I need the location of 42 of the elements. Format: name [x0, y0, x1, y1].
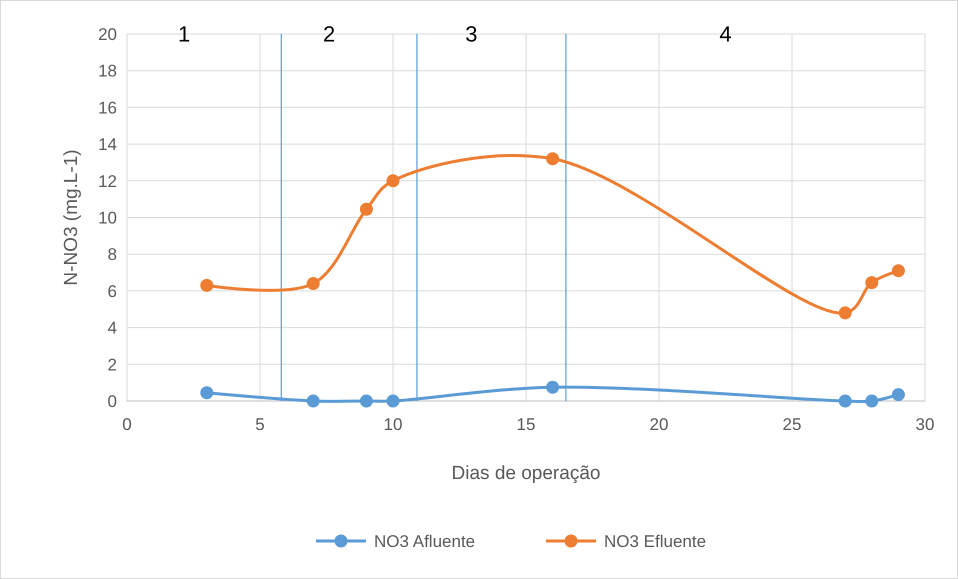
point — [892, 264, 905, 278]
y-tick-label: 20 — [98, 24, 117, 44]
y-tick-label: 14 — [98, 135, 117, 154]
x-tick-label: 25 — [782, 415, 802, 434]
legend-label: NO3 Efluente — [604, 532, 706, 551]
y-tick-label: 16 — [98, 98, 117, 118]
x-tick-label: 20 — [650, 415, 668, 434]
point — [546, 152, 560, 166]
point — [386, 394, 400, 408]
y-tick-label: 0 — [108, 392, 117, 411]
y-tick-label: 10 — [98, 208, 117, 228]
point — [306, 394, 320, 408]
y-tick-label: 4 — [108, 318, 117, 338]
point — [200, 386, 214, 400]
annotation: 4 — [719, 22, 732, 47]
x-tick-label: 5 — [255, 415, 265, 434]
annotation: 1 — [178, 22, 190, 47]
y-tick-label: 12 — [98, 172, 117, 191]
annotation: 2 — [322, 22, 336, 47]
point — [838, 306, 852, 320]
point — [386, 174, 400, 188]
point — [360, 394, 373, 408]
point — [360, 202, 373, 216]
y-tick-label: 6 — [108, 282, 117, 301]
point — [200, 278, 214, 292]
legend-label: NO3 Afluente — [374, 532, 476, 551]
y-tick-label: 2 — [108, 355, 117, 374]
y-axis-title: N-NO3 (mg.L-1) — [61, 149, 82, 286]
x-tick-label: 30 — [916, 415, 934, 434]
point — [306, 277, 320, 290]
point — [865, 394, 878, 408]
x-axis-title: Dias de operação — [452, 463, 600, 484]
x-tick-label: 15 — [516, 415, 536, 434]
annotation: 3 — [465, 22, 478, 47]
x-tick-label: 0 — [122, 415, 132, 434]
y-tick-label: 18 — [98, 62, 117, 81]
x-tick-label: 10 — [384, 415, 402, 434]
y-tick-label: 8 — [108, 245, 117, 264]
point — [865, 276, 878, 290]
point — [546, 380, 560, 394]
point — [892, 388, 905, 402]
point — [838, 394, 852, 408]
